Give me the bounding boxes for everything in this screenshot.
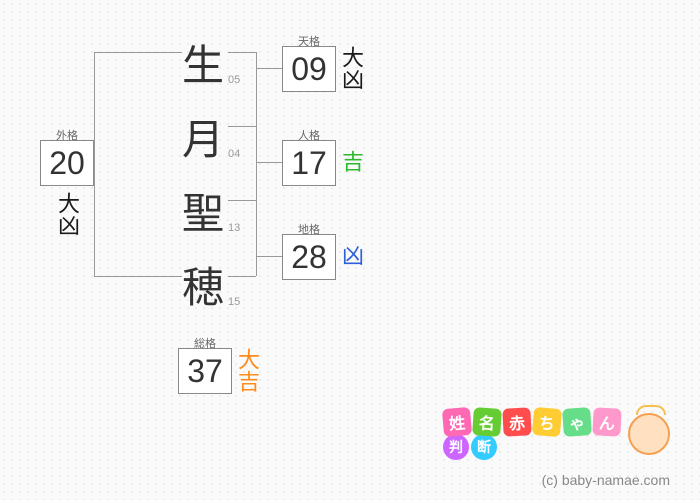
site-logo: 姓 名 赤 ち ゃ ん 判 断 bbox=[442, 408, 670, 460]
soukaku-box: 総格 37 bbox=[178, 348, 232, 394]
copyright-text: (c) baby-namae.com bbox=[542, 472, 670, 488]
connector bbox=[256, 68, 282, 69]
chikaku-label: 地格 bbox=[298, 221, 320, 237]
connector bbox=[256, 52, 257, 126]
logo-char: 名 bbox=[472, 407, 502, 437]
tenkaku-fortune: 大凶 bbox=[340, 46, 362, 90]
name-char-2: 聖 bbox=[182, 180, 224, 241]
logo-char: 判 bbox=[443, 434, 469, 460]
gaikaku-box: 外格 20 bbox=[40, 140, 94, 186]
tenkaku-label: 天格 bbox=[298, 33, 320, 49]
soukaku-label: 総格 bbox=[194, 335, 216, 351]
name-char-0: 生 bbox=[182, 32, 224, 93]
chikaku-box: 地格 28 bbox=[282, 234, 336, 280]
connector bbox=[94, 276, 182, 277]
connector bbox=[228, 200, 256, 201]
connector bbox=[256, 126, 257, 200]
logo-char: ん bbox=[592, 407, 621, 436]
soukaku-fortune: 大吉 bbox=[236, 348, 258, 392]
chikaku-fortune: 凶 bbox=[340, 244, 362, 266]
stroke-2: 13 bbox=[228, 222, 240, 234]
connector bbox=[228, 276, 256, 277]
chikaku-value: 28 bbox=[291, 239, 327, 276]
connector bbox=[256, 200, 257, 276]
baby-icon bbox=[628, 413, 670, 455]
stroke-3: 15 bbox=[228, 296, 240, 308]
stroke-0: 05 bbox=[228, 74, 240, 86]
connector bbox=[256, 256, 282, 257]
connector bbox=[228, 126, 256, 127]
name-char-1: 月 bbox=[182, 106, 224, 167]
connector bbox=[94, 52, 95, 276]
connector bbox=[256, 162, 282, 163]
logo-char: 姓 bbox=[442, 407, 472, 437]
jinkaku-fortune: 吉 bbox=[340, 150, 362, 172]
tenkaku-box: 天格 09 bbox=[282, 46, 336, 92]
logo-char: ゃ bbox=[562, 407, 592, 437]
logo-char: 赤 bbox=[502, 407, 531, 436]
logo-char: 断 bbox=[471, 434, 497, 460]
tenkaku-value: 09 bbox=[291, 51, 327, 88]
gaikaku-fortune: 大凶 bbox=[56, 192, 78, 236]
jinkaku-label: 人格 bbox=[298, 127, 320, 143]
connector bbox=[228, 52, 256, 53]
logo-char: ち bbox=[532, 407, 562, 437]
gaikaku-value: 20 bbox=[49, 145, 85, 182]
connector bbox=[94, 52, 182, 53]
soukaku-value: 37 bbox=[187, 353, 223, 390]
jinkaku-value: 17 bbox=[291, 145, 327, 182]
jinkaku-box: 人格 17 bbox=[282, 140, 336, 186]
name-char-3: 穂 bbox=[182, 254, 224, 315]
stroke-1: 04 bbox=[228, 148, 240, 160]
gaikaku-label: 外格 bbox=[56, 127, 78, 143]
